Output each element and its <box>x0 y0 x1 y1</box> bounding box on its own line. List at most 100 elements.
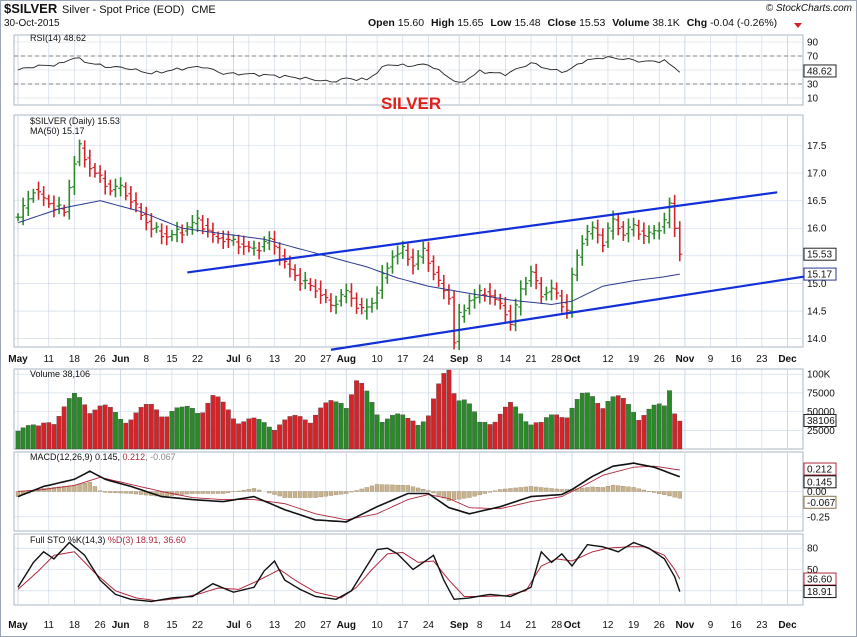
volume-bar <box>297 416 303 450</box>
macd-histogram-bar <box>297 491 303 498</box>
volume-bar <box>549 414 554 450</box>
macd-histogram-bar <box>457 491 462 500</box>
price-bar <box>405 243 411 266</box>
volume-bar <box>359 383 365 450</box>
macd-label-main: MACD(12,26,9) 0.145, <box>30 452 123 462</box>
trendline-upper <box>187 191 778 274</box>
macd-histogram-bar <box>344 491 349 494</box>
macd-histogram-bar <box>328 491 334 496</box>
macd-histogram-bar <box>539 487 544 492</box>
volume-bar <box>87 413 93 450</box>
macd-histogram-bar <box>585 487 590 492</box>
macd-histogram-bar <box>492 490 498 492</box>
macd-histogram-bar <box>672 491 677 498</box>
volume-value: 38.1K <box>652 17 679 29</box>
macd-signal-last-value: 0.212 <box>807 465 832 476</box>
sto-label-main: Full STO %K(14,3) <box>30 535 108 545</box>
volume-bar <box>379 422 385 450</box>
x-axis-label: May <box>8 354 28 365</box>
macd-hist-last-value-box <box>803 495 837 509</box>
x-axis-label: 18 <box>69 354 81 365</box>
macd-histogram-bar <box>431 491 436 494</box>
price-bar <box>410 248 416 275</box>
volume-bar <box>579 392 585 450</box>
rsi-line <box>17 56 681 83</box>
macd-histogram-bar <box>195 491 200 494</box>
x-axis-label: 14 <box>500 354 512 365</box>
volume-bar <box>436 383 442 450</box>
price-bar <box>549 279 555 301</box>
macd-histogram-bar <box>226 491 231 493</box>
macd-histogram-bar <box>164 491 169 497</box>
macd-histogram-bar <box>380 484 385 492</box>
x-axis-label: 28 <box>551 354 563 365</box>
sto-label-last: 36.60 <box>163 535 186 545</box>
rsi-label: RSI(14) 48.62 <box>30 33 86 43</box>
price-bar <box>559 289 565 313</box>
macd-histogram-bar <box>554 488 559 492</box>
silver-annotation: SILVER <box>381 94 441 113</box>
price-bar <box>579 235 585 266</box>
price-bar <box>620 221 626 241</box>
x-axis-label: Oct <box>564 354 581 365</box>
price-bar <box>656 222 662 240</box>
price-bar <box>123 182 129 201</box>
price-bar <box>97 165 103 183</box>
x-axes: May 11 18 26 Jun 8 15 22 Jul 6 13 20 27 Aug 10 17 24 Sep 8… <box>8 354 797 631</box>
macd-line <box>17 462 681 523</box>
volume-bar <box>456 400 462 450</box>
price-bar <box>41 186 47 206</box>
volume-bar <box>467 403 472 450</box>
price-bar <box>625 218 631 243</box>
macd-histogram-bar <box>508 488 513 492</box>
volume-bar <box>174 407 180 450</box>
x-axis-label: 16 <box>731 354 743 365</box>
volume-tick-label: 75000 <box>807 388 835 399</box>
volume-bar <box>410 420 416 450</box>
price-bar <box>246 241 252 253</box>
macd-histogram-bar <box>256 489 262 492</box>
price-bar <box>56 196 62 215</box>
price-tick-label: 17.5 <box>807 141 827 152</box>
price-bar <box>374 286 380 310</box>
volume-bar <box>477 421 483 450</box>
macd-histogram-bar <box>333 491 339 496</box>
sto-k-last-value-box <box>803 585 837 599</box>
volume-bar <box>46 422 52 450</box>
macd-histogram-bar <box>503 488 508 492</box>
macd-histogram-bar <box>185 491 190 495</box>
macd-histogram-bar <box>482 491 487 494</box>
x-axis-label: Jul <box>226 354 241 365</box>
price-bar <box>590 221 596 240</box>
price-bar <box>107 179 113 196</box>
volume-bar <box>169 411 175 450</box>
x-axis-label: 17 <box>397 354 409 365</box>
x-axis-label: 8 <box>477 620 483 631</box>
volume-bar <box>333 401 339 450</box>
volume-bar <box>256 419 262 450</box>
macd-histogram-bar <box>605 486 611 492</box>
volume-bar <box>308 422 313 450</box>
x-axis-label: Nov <box>675 620 694 631</box>
macd-histogram-bar <box>446 491 452 501</box>
macd-histogram-bar <box>369 485 375 492</box>
macd-histogram-bar <box>118 491 123 494</box>
macd-histogram-bar <box>267 491 272 494</box>
x-axis-label: 24 <box>423 354 435 365</box>
chart-date: 30-Oct-2015 <box>4 18 60 29</box>
price-bar <box>36 181 42 200</box>
macd-histogram-bar <box>128 491 134 494</box>
volume-bar <box>267 426 272 450</box>
volume-bar <box>420 421 426 450</box>
price-bar <box>451 290 457 350</box>
x-axis-label: 6 <box>246 354 252 365</box>
volume-bar <box>72 392 77 450</box>
macd-histogram-bar <box>236 490 241 492</box>
volume-bar <box>518 413 524 450</box>
price-bar <box>554 282 560 300</box>
macd-histogram-bar <box>72 485 77 492</box>
x-axis-label: 27 <box>320 620 332 631</box>
x-axis-label: 12 <box>602 354 614 365</box>
macd-histogram-bar <box>441 491 446 499</box>
x-axis-label: 12 <box>602 620 614 631</box>
